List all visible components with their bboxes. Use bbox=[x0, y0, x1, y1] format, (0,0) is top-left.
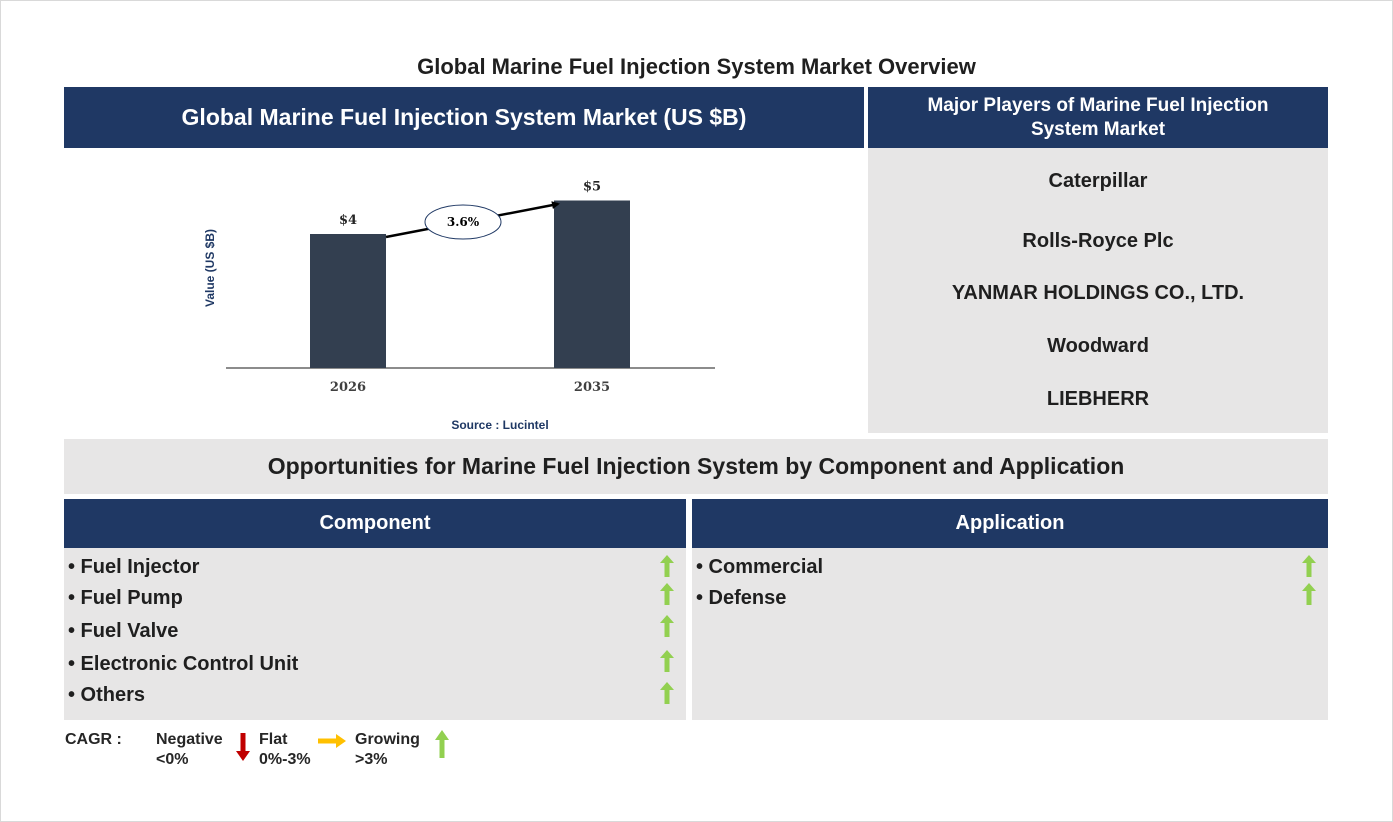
opportunities-title: Opportunities for Marine Fuel Injection … bbox=[64, 439, 1328, 494]
component-item-fuel-pump: • Fuel Pump bbox=[68, 587, 183, 609]
legend-flat-range: 0%-3% bbox=[259, 751, 311, 768]
right-arrow-icon bbox=[318, 734, 346, 748]
player-rolls-royce: Rolls-Royce Plc bbox=[1022, 230, 1174, 252]
player-yanmar: YANMAR HOLDINGS CO., LTD. bbox=[951, 282, 1245, 304]
down-arrow-icon bbox=[236, 733, 250, 761]
market-chart-header: Global Marine Fuel Injection System Mark… bbox=[64, 87, 864, 148]
player-woodward: Woodward bbox=[1047, 335, 1149, 357]
bar-value-label: $4 bbox=[339, 213, 357, 228]
page-title: Global Marine Fuel Injection System Mark… bbox=[417, 54, 976, 79]
application-panel: • Commercial • Defense bbox=[692, 548, 1328, 720]
up-arrow-icon bbox=[660, 650, 674, 672]
chart-source: Source : Lucintel bbox=[451, 418, 548, 432]
legend-negative: Negative <0% bbox=[156, 730, 223, 770]
legend-growing: Growing >3% bbox=[355, 730, 420, 770]
players-panel: Caterpillar Rolls-Royce Plc YANMAR HOLDI… bbox=[868, 148, 1328, 433]
players-header: Major Players of Marine Fuel Injection S… bbox=[868, 87, 1328, 148]
legend-flat-label: Flat bbox=[259, 731, 288, 748]
application-header: Application bbox=[692, 499, 1328, 548]
bar-value-label: $5 bbox=[583, 180, 601, 195]
y-axis-label: Value (US $B) bbox=[203, 229, 217, 307]
cagr-label: 3.6% bbox=[447, 215, 480, 229]
component-panel: • Fuel Injector • Fuel Pump • Fuel Valve… bbox=[64, 548, 686, 720]
x-tick-label: 2035 bbox=[574, 380, 610, 395]
component-item-ecu: • Electronic Control Unit bbox=[68, 653, 299, 675]
player-liebherr: LIEBHERR bbox=[1046, 388, 1150, 410]
component-item-fuel-injector: • Fuel Injector bbox=[68, 556, 200, 578]
application-item-commercial: • Commercial bbox=[696, 556, 824, 578]
legend-growing-label: Growing bbox=[355, 731, 420, 748]
legend-growing-range: >3% bbox=[355, 751, 388, 768]
market-bar-chart: Value (US $B) $4 2026 $5 2035 3.6% Source :… bbox=[203, 180, 715, 432]
bar-2026 bbox=[310, 234, 386, 368]
application-item-defense: • Defense bbox=[696, 587, 787, 609]
up-arrow-icon bbox=[660, 682, 674, 704]
up-arrow-icon bbox=[660, 555, 674, 577]
legend-negative-label: Negative bbox=[156, 731, 223, 748]
component-header: Component bbox=[64, 499, 686, 548]
player-caterpillar: Caterpillar bbox=[1048, 170, 1148, 192]
up-arrow-icon bbox=[1302, 583, 1316, 605]
legend-negative-range: <0% bbox=[156, 751, 189, 768]
bar-2035 bbox=[554, 200, 630, 368]
up-arrow-icon bbox=[660, 583, 674, 605]
component-item-fuel-valve: • Fuel Valve bbox=[68, 620, 179, 642]
legend-flat: Flat 0%-3% bbox=[259, 730, 311, 770]
x-tick-label: 2026 bbox=[330, 380, 366, 395]
component-item-others: • Others bbox=[68, 684, 146, 706]
up-arrow-icon bbox=[435, 730, 449, 758]
legend-cagr-label: CAGR : bbox=[65, 731, 122, 748]
up-arrow-icon bbox=[1302, 555, 1316, 577]
up-arrow-icon bbox=[660, 615, 674, 637]
cagr-bubble bbox=[424, 204, 502, 240]
